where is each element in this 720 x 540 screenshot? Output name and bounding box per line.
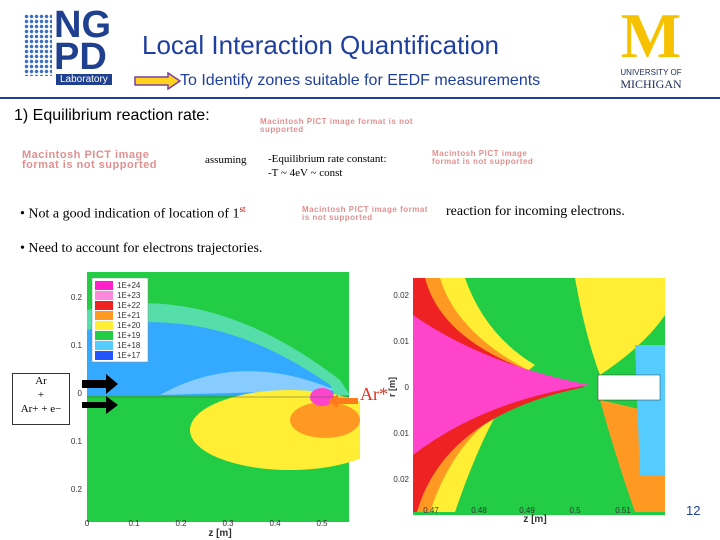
contour [575, 278, 665, 375]
x-label: z [m] [523, 514, 546, 525]
bullet-sup: st [239, 204, 246, 214]
condition: -T ~ 4eV ~ const [268, 167, 343, 179]
legend-swatch [95, 311, 113, 320]
legend-swatch [95, 291, 113, 300]
legend-swatch [95, 331, 113, 340]
bullet: • Not a good indication of location of 1… [20, 204, 246, 222]
x-tick-label: 0.47 [423, 506, 439, 515]
y-tick-label: 0 [405, 383, 410, 392]
logo-dots [24, 14, 52, 76]
pict-placeholder: Macintosh PICT image format is not suppo… [260, 118, 414, 134]
legend-label: 1E+24 [117, 281, 141, 290]
x-tick-label: 0.51 [615, 506, 631, 515]
right-plot: 0.02 0.01 0 0.01 0.02 0.47 0.48 0.49 0.5 0.51 r … [387, 278, 665, 525]
arrow [82, 396, 118, 414]
legend-swatch [95, 351, 113, 360]
bullet-text: Need to account for electrons trajectori… [28, 241, 263, 256]
conditions: -Equilibrium rate constant: -T ~ 4eV ~ c… [268, 152, 387, 180]
x-label: z [m] [208, 528, 231, 539]
logo-right: M UNIVERSITY OF MICHIGAN [606, 4, 696, 94]
x-tick-label: 0 [85, 519, 90, 528]
legend-swatch [95, 341, 113, 350]
x-ticks: 0 0.1 0.2 0.3 0.4 0.5 [85, 519, 328, 528]
reaction-text: + [37, 389, 45, 401]
x-tick-label: 0.1 [128, 519, 140, 528]
subtitle-arrow [134, 72, 182, 90]
section: 1) Equilibrium reaction rate: [14, 107, 210, 124]
x-tick-label: 0.5 [569, 506, 581, 515]
legend-label: 1E+22 [117, 301, 141, 310]
bullet-text: reaction for incoming electrons. [446, 204, 625, 219]
reaction-text: Ar [35, 375, 47, 387]
legend-label: 1E+17 [117, 351, 141, 360]
bullet: • Need to account for electrons trajecto… [20, 241, 263, 256]
logo-line: UNIVERSITY OF [620, 68, 682, 77]
y-tick-label: 0.01 [393, 337, 409, 346]
legend-label: 1E+23 [117, 291, 141, 300]
contour [290, 402, 360, 438]
y-ticks: 0.2 0.1 0 0.1 0.2 [71, 293, 83, 494]
y-tick-label: 0.2 [71, 485, 83, 494]
x-tick-label: 0.48 [471, 506, 487, 515]
x-tick-label: 0.49 [519, 506, 535, 515]
contour [635, 345, 665, 475]
arrow [82, 374, 118, 394]
pict-placeholder: Macintosh PICT image format is not suppo… [302, 206, 428, 222]
pict-placeholder: Macintosh PICT image format is not suppo… [432, 150, 534, 166]
x-tick-label: 0.2 [175, 519, 187, 528]
pict-placeholder: Macintosh PICT image format is not suppo… [22, 150, 157, 170]
arrow [328, 394, 358, 408]
left-plot: 1E+241E+231E+221E+211E+201E+191E+181E+17… [71, 272, 360, 539]
reaction-text: Ar+ + e− [20, 403, 62, 415]
contour [160, 371, 335, 395]
y-tick-label: 0.01 [393, 429, 409, 438]
y-tick-label: 0.1 [71, 437, 83, 446]
x-tick-label: 0.5 [316, 519, 328, 528]
y-tick-label: 0.02 [393, 291, 409, 300]
excited-label: Ar* [360, 384, 388, 404]
x-tick-label: 0.4 [269, 519, 281, 528]
x-ticks: 0.47 0.48 0.49 0.5 0.51 [423, 506, 631, 515]
y-tick-label: 0.2 [71, 293, 83, 302]
y-tick-label: 0 [78, 389, 83, 398]
logo-label: Laboratory [56, 74, 112, 85]
title: Local Interaction Quantification [142, 30, 499, 60]
legend-swatch [95, 281, 113, 290]
reaction-box: Ar + Ar+ + e− [12, 373, 70, 425]
logo-text: PD [54, 36, 107, 78]
legend-label: 1E+20 [117, 321, 141, 330]
legend-swatch [95, 321, 113, 330]
legend-label: 1E+19 [117, 331, 141, 340]
page-number: 12 [686, 503, 701, 518]
logo-letter: M [620, 0, 682, 71]
divider [0, 97, 720, 99]
logo-left: NG PD Laboratory [22, 4, 117, 90]
x-tick-label: 0.3 [222, 519, 234, 528]
bullet-text: Not a good indication of location of 1 [28, 206, 240, 222]
logo-text: NG [54, 4, 111, 46]
assuming: assuming [205, 154, 247, 166]
arrows [82, 374, 358, 414]
electrode [597, 374, 661, 401]
legend-label: 1E+21 [117, 311, 141, 320]
y-ticks: 0.02 0.01 0 0.01 0.02 [393, 291, 409, 484]
legend-swatch [95, 301, 113, 310]
logo-line: MICHIGAN [620, 77, 682, 91]
subtitle: To Identify zones suitable for EEDF meas… [180, 72, 541, 89]
y-label: r [m] [387, 377, 397, 397]
y-tick-label: 0.1 [71, 341, 83, 350]
legend-label: 1E+18 [117, 341, 141, 350]
y-tick-label: 0.02 [393, 475, 409, 484]
contour [413, 315, 590, 455]
condition: -Equilibrium rate constant: [268, 153, 387, 165]
